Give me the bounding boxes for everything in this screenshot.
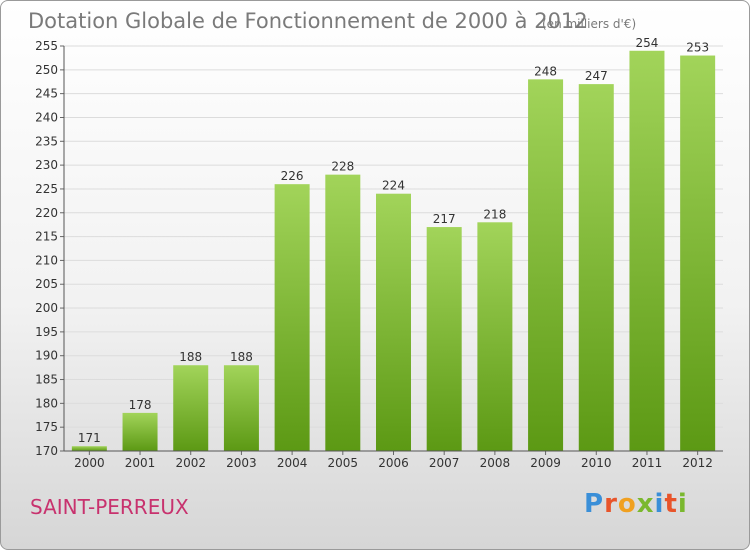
y-tick-label: 175 xyxy=(35,420,58,434)
x-tick-label: 2012 xyxy=(682,456,713,470)
y-tick-label: 215 xyxy=(35,230,58,244)
bar-2001 xyxy=(122,412,158,451)
x-tick-label: 2007 xyxy=(429,456,460,470)
data-label: 171 xyxy=(78,431,101,445)
x-tick-label: 2011 xyxy=(632,456,663,470)
y-tick-label: 200 xyxy=(35,301,58,315)
data-label: 218 xyxy=(483,207,506,221)
chart-title: Dotation Globale de Fonctionnement de 20… xyxy=(28,9,588,33)
data-label: 228 xyxy=(331,160,354,174)
data-label: 224 xyxy=(382,179,405,193)
bar-2003 xyxy=(223,365,259,451)
x-tick-label: 2008 xyxy=(480,456,511,470)
bar-2009 xyxy=(528,79,564,452)
y-tick-label: 185 xyxy=(35,373,58,387)
y-tick-label: 220 xyxy=(35,206,58,220)
y-tick-label: 245 xyxy=(35,87,58,101)
bar-2007 xyxy=(426,227,462,451)
logo-letter: i xyxy=(654,489,665,519)
bar-2004 xyxy=(274,184,310,452)
data-label: 248 xyxy=(534,64,557,78)
y-tick-label: 225 xyxy=(35,182,58,196)
data-label: 254 xyxy=(636,36,659,50)
y-tick-label: 230 xyxy=(35,158,58,172)
logo-letter: P xyxy=(584,489,605,519)
city-name: SAINT-PERREUX xyxy=(30,495,189,519)
logo-letter: r xyxy=(604,489,618,519)
x-axis-ticks: 2000 2001 2002 2003 2004 2005 2006 2007 2008 2009… xyxy=(74,451,713,470)
y-tick-label: 255 xyxy=(35,39,58,53)
bar-2002 xyxy=(173,365,209,451)
bar-2012 xyxy=(680,55,716,451)
y-tick-label: 235 xyxy=(35,134,58,148)
axes xyxy=(63,46,723,452)
x-tick-label: 2009 xyxy=(530,456,561,470)
bar-2008 xyxy=(477,222,513,451)
x-tick-label: 2006 xyxy=(378,456,409,470)
bar-2011 xyxy=(629,50,665,451)
bars xyxy=(71,50,716,452)
y-tick-label: 210 xyxy=(35,253,58,267)
chart-unit-label: (en milliers d'€) xyxy=(542,17,637,31)
data-label: 217 xyxy=(433,212,456,226)
data-label: 178 xyxy=(129,398,152,412)
y-tick-label: 205 xyxy=(35,277,58,291)
y-tick-label: 240 xyxy=(35,110,58,124)
y-tick-label: 170 xyxy=(35,444,58,458)
y-tick-label: 190 xyxy=(35,349,58,363)
x-tick-label: 2005 xyxy=(328,456,359,470)
x-tick-label: 2001 xyxy=(125,456,156,470)
y-tick-label: 195 xyxy=(35,325,58,339)
data-label: 188 xyxy=(179,350,202,364)
bar-2005 xyxy=(325,174,361,451)
data-label: 253 xyxy=(686,41,709,55)
bar-2000 xyxy=(71,446,107,451)
bar-2010 xyxy=(578,84,614,451)
logo-letter: t xyxy=(664,489,678,519)
x-tick-label: 2000 xyxy=(74,456,105,470)
x-tick-label: 2003 xyxy=(226,456,257,470)
data-label: 188 xyxy=(230,350,253,364)
logo-letter: x xyxy=(636,489,655,519)
logo-letter: o xyxy=(617,489,637,519)
y-tick-label: 180 xyxy=(35,396,58,410)
proxiti-logo[interactable]: Proxiti xyxy=(584,489,688,519)
x-tick-label: 2002 xyxy=(175,456,206,470)
data-label: 247 xyxy=(585,69,608,83)
data-label: 226 xyxy=(281,169,304,183)
bar-2006 xyxy=(376,193,411,452)
data-labels: 171 178 188 188 226 228 224 217 218 248 247 254 253 xyxy=(78,36,709,445)
y-tick-label: 250 xyxy=(35,63,58,77)
x-tick-label: 2004 xyxy=(277,456,308,470)
logo-letter: i xyxy=(677,489,688,519)
y-axis-ticks: 170 175 180 185 190 195 200 205 210 215 220 225 230 2… xyxy=(35,39,64,458)
x-tick-label: 2010 xyxy=(581,456,612,470)
